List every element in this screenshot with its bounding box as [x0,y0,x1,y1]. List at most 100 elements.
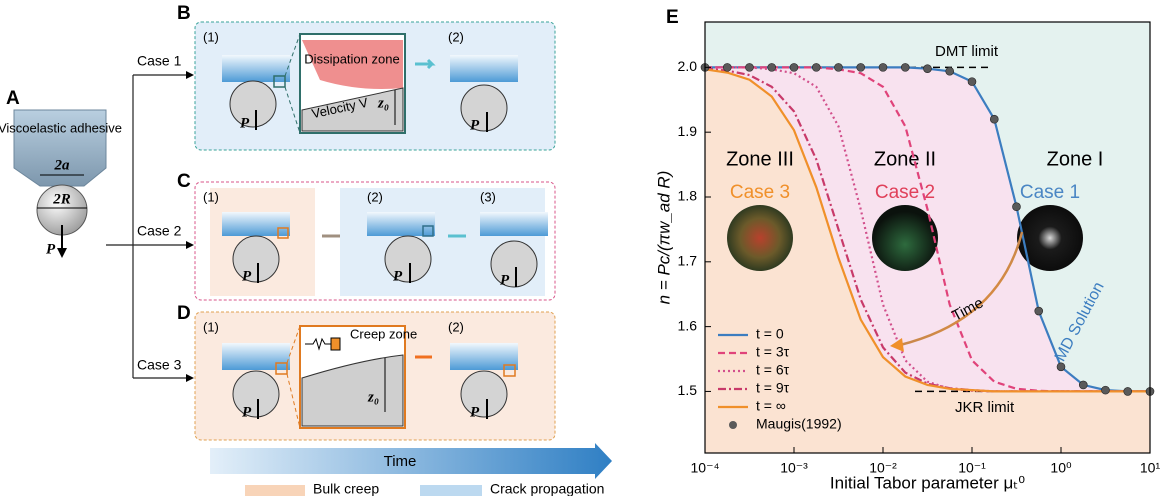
data-point [968,78,976,86]
substrate [450,55,518,82]
load-label: P [500,272,510,288]
data-point [857,63,865,71]
data-point [745,63,753,71]
step-label: (1) [203,319,219,334]
data-point [879,63,887,71]
legend-label: Bulk creep [313,481,379,496]
data-point [990,115,998,123]
case-label: Case 3 [730,182,790,203]
legend-label: t = 9τ [756,380,790,396]
data-point [1124,387,1132,395]
data-point [1057,363,1065,371]
x-tick-label: 10⁻³ [780,460,808,476]
y-tick-label: 1.6 [678,317,698,333]
data-point [1101,386,1109,394]
case-label: Case 1 [137,53,182,69]
x-tick-label: 10⁻⁴ [691,460,720,476]
data-point [768,63,776,71]
y-axis-label: n = Pc/(πw_ad R) [654,171,673,305]
data-point [723,63,731,71]
y-tick-label: 1.9 [678,123,698,139]
data-point [790,63,798,71]
load-label: P [470,404,480,420]
case-label: Case 2 [137,223,182,239]
gap-label: z₀ [377,95,389,111]
data-point [1079,381,1087,389]
legend-label: Maugis(1992) [756,416,842,432]
data-point [1035,307,1043,315]
sphere [233,371,279,417]
legend-swatch [245,485,305,496]
substrate [480,212,548,236]
x-axis-label: Initial Tabor parameter μₜ⁰ [830,473,1025,492]
limit-label: JKR limit [955,399,1015,416]
legend-label: t = 0 [756,326,784,342]
step-label: (2) [448,29,464,44]
sphere [461,85,507,131]
data-point [812,63,820,71]
step-label: (1) [203,189,219,204]
adhesive-label: Viscoelastic adhesive [0,120,122,135]
photo [1017,205,1083,271]
panel-letter: B [177,3,191,24]
panel-letter: C [177,171,191,192]
substrate [450,343,518,370]
substrate [222,212,290,236]
contact-label: 2a [54,157,71,173]
case-label: Case 1 [1020,182,1080,203]
legend-label: t = 6τ [756,362,790,378]
legend-label: t = ∞ [756,398,786,414]
x-tick-label: 10¹ [1140,460,1160,476]
case-label: Case 3 [137,357,182,373]
sphere [233,236,279,282]
panel-letter: A [6,88,20,109]
load-arrow-head [57,248,67,258]
limit-label: DMT limit [935,43,999,60]
legend-marker [729,421,737,429]
data-point [1012,203,1020,211]
radius-label: 2R [52,191,71,207]
legend-label: Crack propagation [490,481,604,496]
sphere [230,81,276,127]
step-label: (2) [367,189,383,204]
x-tick-label: 10⁰ [1050,460,1072,476]
load-label: P [470,117,480,133]
step-label: (3) [480,189,496,204]
legend-swatch [420,485,482,496]
panel-letter: E [666,7,679,28]
load-label: P [242,268,252,284]
data-point [834,63,842,71]
zone-label: Creep zone [350,326,417,341]
substrate [222,55,290,82]
step-label: (2) [448,319,464,334]
sphere [491,241,537,287]
y-tick-label: 1.7 [678,253,698,269]
chart: DMT limit JKR limit Zone III Zone II Zone I C… [654,22,1160,492]
zone-label: Zone I [1047,148,1104,170]
load-label: P [240,115,250,131]
photo [727,205,793,271]
legend-label: t = 3τ [756,344,790,360]
case-label: Case 2 [875,182,935,203]
y-tick-label: 1.5 [678,382,698,398]
time-label: Time [384,453,417,470]
data-point [946,67,954,75]
sphere [385,236,431,282]
zone-label: Dissipation zone [304,51,399,66]
load-label: P [393,268,403,284]
data-point [901,63,909,71]
y-tick-label: 2.0 [678,58,698,74]
gap-label: z₀ [367,389,379,405]
substrate [222,343,290,370]
branch-arrows [186,71,194,382]
sphere [461,371,507,417]
panel-letter: D [177,303,191,324]
dashpot [331,338,340,350]
step-label: (1) [203,29,219,44]
substrate [367,212,435,236]
zone-label: Zone II [874,148,936,170]
data-point [923,65,931,73]
figure: A Viscoelastic adhesive 2a 2R P Case 1 C… [0,0,1160,496]
zone-label: Zone III [726,148,794,170]
y-tick-label: 1.8 [678,188,698,204]
